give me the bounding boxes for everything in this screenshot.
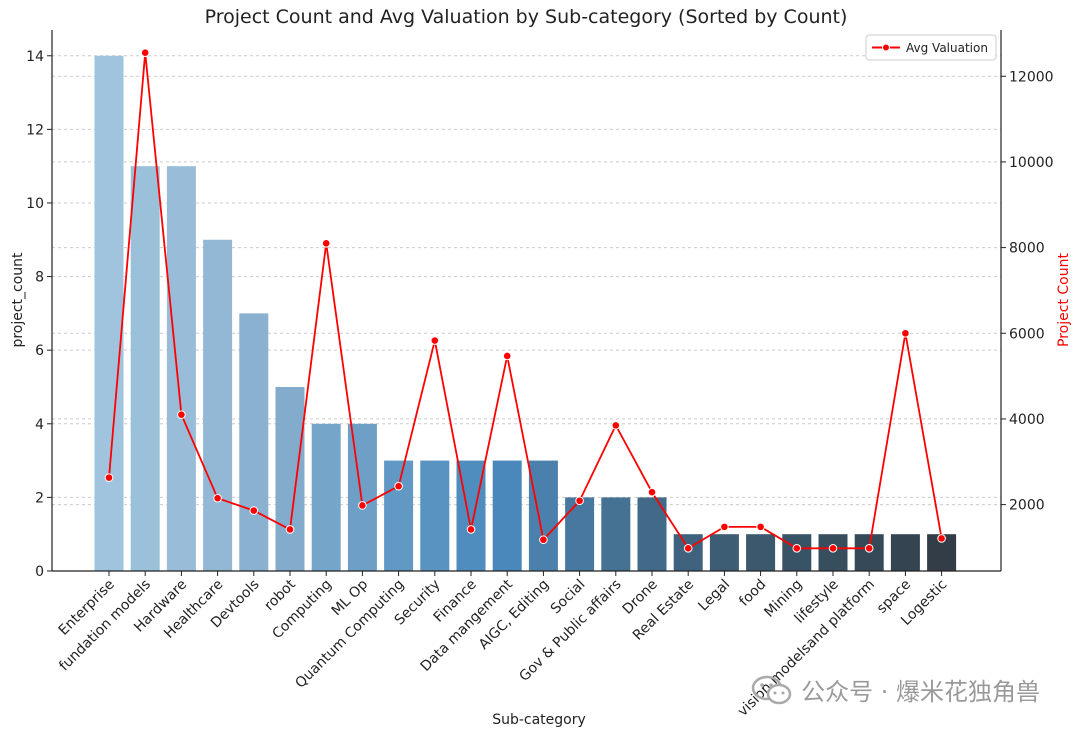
line-point <box>502 351 512 361</box>
line-point <box>575 496 584 506</box>
bar <box>854 534 884 571</box>
line-point <box>828 543 838 553</box>
watermark: 公众号 · 爆米花独角兽 <box>751 672 1040 707</box>
line-point <box>358 501 367 510</box>
bar <box>384 460 414 571</box>
bar <box>94 55 124 572</box>
bar <box>528 460 558 571</box>
legend-marker-swatch <box>882 43 890 52</box>
bar <box>347 423 377 571</box>
x-tick-label: food <box>736 577 769 610</box>
legend-box <box>865 34 997 61</box>
y-tick-label-right: 4000 <box>1009 412 1045 428</box>
y-tick-label-left: 4 <box>35 417 44 433</box>
bar <box>239 313 269 571</box>
y-tick-label-right: 6000 <box>1009 326 1045 342</box>
legend-label: Avg Valuation <box>906 41 988 55</box>
line-point <box>611 421 621 430</box>
line-point <box>683 543 693 553</box>
line-point <box>285 525 295 534</box>
line-point <box>756 522 765 532</box>
y-tick-label-left: 14 <box>26 49 44 65</box>
line-point <box>792 543 802 553</box>
bar <box>709 534 739 571</box>
bar <box>275 386 305 571</box>
x-tick-label: Legal <box>695 577 733 615</box>
y-axis-label-left: project_count <box>10 252 26 348</box>
bar <box>311 423 341 571</box>
bar <box>130 166 160 571</box>
x-axis-label: Sub-category <box>492 712 586 728</box>
line-point <box>104 473 114 482</box>
bar <box>746 534 776 571</box>
y-tick-label-left: 12 <box>26 122 44 138</box>
line-point <box>901 328 910 338</box>
line-point <box>140 48 150 58</box>
legend: Avg Valuation <box>865 34 997 61</box>
y-tick-label-left: 8 <box>35 270 44 286</box>
line-point <box>539 535 548 545</box>
line-point <box>430 336 440 345</box>
bar <box>492 460 522 571</box>
chart-title: Project Count and Avg Valuation by Sub-c… <box>205 6 848 28</box>
y-tick-label-left: 6 <box>35 343 44 359</box>
line-point <box>394 481 403 491</box>
line-layer <box>104 48 946 553</box>
line-point <box>249 506 259 515</box>
bar <box>166 166 196 571</box>
y-tick-label-left: 2 <box>35 490 44 506</box>
bar <box>203 239 233 571</box>
y-tick-label-left: 10 <box>26 196 44 212</box>
line-point <box>864 543 874 553</box>
y-tick-label-left: 0 <box>35 564 44 580</box>
watermark-text: 公众号 · 爆米花独角兽 <box>801 678 1040 706</box>
bar <box>565 497 595 571</box>
bar <box>890 534 920 571</box>
y-tick-label-right: 8000 <box>1009 241 1045 257</box>
line-point <box>177 410 186 419</box>
bar <box>818 534 848 571</box>
bar <box>673 534 703 571</box>
line-point <box>720 522 729 532</box>
bar <box>601 497 631 571</box>
line-point <box>213 493 222 503</box>
bars-layer <box>94 55 957 572</box>
y-tick-label-right: 12000 <box>1009 69 1054 85</box>
line-point <box>937 534 946 543</box>
y-tick-label-right: 10000 <box>1009 155 1054 171</box>
bar <box>637 497 667 571</box>
wechat-icon <box>751 675 792 704</box>
y-tick-label-right: 2000 <box>1009 498 1045 514</box>
y-axis-label-right: Project Count <box>1056 253 1072 347</box>
axes-layer <box>51 30 1002 572</box>
bar <box>420 460 450 571</box>
bar <box>782 534 812 571</box>
avg-valuation-line <box>108 52 943 550</box>
line-point <box>466 525 476 534</box>
line-point <box>321 239 331 248</box>
line-point <box>647 487 657 497</box>
